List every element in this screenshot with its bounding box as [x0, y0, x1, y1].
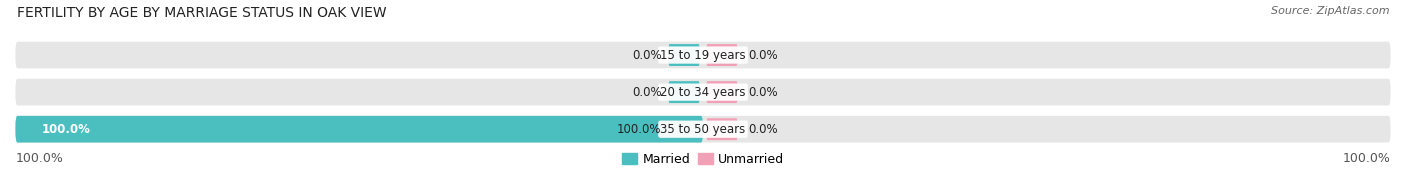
- FancyBboxPatch shape: [15, 116, 703, 142]
- Text: 0.0%: 0.0%: [748, 49, 778, 62]
- Text: FERTILITY BY AGE BY MARRIAGE STATUS IN OAK VIEW: FERTILITY BY AGE BY MARRIAGE STATUS IN O…: [17, 6, 387, 20]
- FancyBboxPatch shape: [706, 81, 738, 103]
- Text: Source: ZipAtlas.com: Source: ZipAtlas.com: [1271, 6, 1389, 16]
- FancyBboxPatch shape: [669, 118, 700, 140]
- FancyBboxPatch shape: [706, 118, 738, 140]
- FancyBboxPatch shape: [15, 79, 1391, 105]
- Text: 0.0%: 0.0%: [748, 123, 778, 136]
- Text: 15 to 19 years: 15 to 19 years: [661, 49, 745, 62]
- Text: 0.0%: 0.0%: [633, 49, 662, 62]
- Text: 100.0%: 100.0%: [42, 123, 90, 136]
- FancyBboxPatch shape: [669, 44, 700, 66]
- FancyBboxPatch shape: [15, 116, 1391, 142]
- FancyBboxPatch shape: [706, 44, 738, 66]
- FancyBboxPatch shape: [669, 81, 700, 103]
- Text: 100.0%: 100.0%: [15, 152, 63, 165]
- Text: 20 to 34 years: 20 to 34 years: [661, 86, 745, 99]
- Legend: Married, Unmarried: Married, Unmarried: [617, 148, 789, 171]
- FancyBboxPatch shape: [15, 42, 1391, 68]
- Text: 0.0%: 0.0%: [633, 86, 662, 99]
- Text: 0.0%: 0.0%: [748, 86, 778, 99]
- Text: 35 to 50 years: 35 to 50 years: [661, 123, 745, 136]
- Text: 100.0%: 100.0%: [1343, 152, 1391, 165]
- Text: 100.0%: 100.0%: [617, 123, 662, 136]
